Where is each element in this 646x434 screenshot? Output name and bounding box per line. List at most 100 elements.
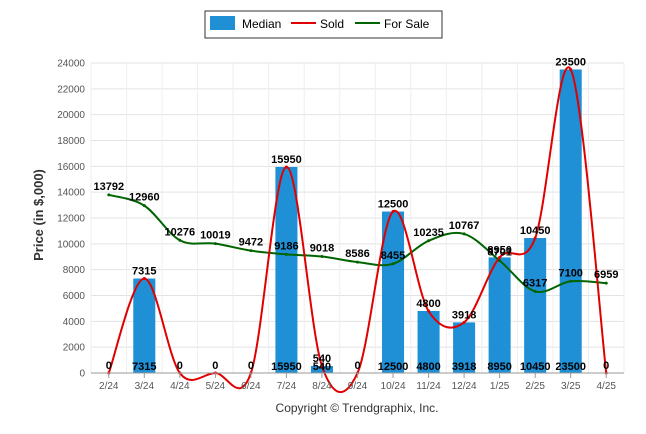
sold-data-label: 0 bbox=[106, 360, 112, 372]
x-tick-label: 2/24 bbox=[99, 381, 119, 392]
series-lines bbox=[107, 66, 608, 393]
for-sale-point bbox=[391, 262, 395, 266]
for-sale-point bbox=[213, 242, 217, 246]
legend-label-for-sale: For Sale bbox=[384, 17, 430, 31]
for-sale-point bbox=[356, 260, 359, 264]
y-tick-label: 10000 bbox=[57, 239, 85, 250]
sold-data-label: 0 bbox=[248, 360, 254, 372]
median-data-label: 23500 bbox=[555, 361, 586, 373]
for-sale-point bbox=[498, 259, 502, 263]
for-sale-data-label: 8455 bbox=[381, 250, 405, 262]
for-sale-data-label: 13792 bbox=[93, 181, 124, 193]
sold-data-label: 12500 bbox=[378, 199, 409, 211]
for-sale-point bbox=[249, 249, 253, 253]
for-sale-data-label: 9186 bbox=[274, 240, 298, 252]
legend-swatch-median bbox=[210, 16, 235, 30]
for-sale-point bbox=[178, 238, 182, 242]
for-sale-point bbox=[427, 239, 431, 243]
sold-data-label: 7315 bbox=[132, 266, 156, 278]
sold-point bbox=[533, 236, 537, 240]
x-tick-label: 8/24 bbox=[312, 381, 332, 392]
for-sale-data-label: 12960 bbox=[129, 192, 160, 204]
for-sale-point bbox=[320, 255, 324, 259]
data-labels: 7315 15950 540 12500 4800 3918 8950 10450 23500 0… bbox=[93, 56, 618, 373]
for-sale-data-label: 10276 bbox=[165, 226, 196, 238]
for-sale-point bbox=[533, 289, 537, 293]
for-sale-point bbox=[107, 193, 111, 197]
sold-point bbox=[391, 210, 395, 214]
for-sale-data-label: 9472 bbox=[239, 237, 263, 249]
y-tick-label: 4000 bbox=[63, 317, 86, 328]
median-bar bbox=[417, 311, 440, 373]
x-tick-label: 11/24 bbox=[416, 381, 441, 392]
y-tick-label: 24000 bbox=[57, 59, 85, 70]
for-sale-data-label: 10235 bbox=[413, 227, 444, 239]
y-axis-label: Price (in $,000) bbox=[31, 169, 46, 261]
sold-data-label: 0 bbox=[354, 360, 360, 372]
y-tick-label: 14000 bbox=[57, 188, 85, 199]
median-data-label: 8950 bbox=[487, 361, 511, 373]
for-sale-data-label: 6317 bbox=[523, 277, 547, 289]
x-tick-label: 3/24 bbox=[135, 381, 155, 392]
sold-data-label: 0 bbox=[212, 360, 218, 372]
sold-data-label: 540 bbox=[313, 353, 331, 365]
x-tick-label: 4/24 bbox=[170, 381, 190, 392]
x-tick-label: 2/25 bbox=[525, 381, 545, 392]
y-tick-label: 8000 bbox=[63, 265, 86, 276]
for-sale-point bbox=[569, 279, 573, 283]
grid-lines bbox=[90, 62, 625, 374]
copyright-text: Copyright © Trendgraphix, Inc. bbox=[276, 401, 439, 415]
legend-box bbox=[204, 10, 443, 39]
sold-data-label: 23500 bbox=[555, 56, 586, 68]
y-tick-label: 22000 bbox=[57, 84, 85, 95]
median-data-label: 4800 bbox=[416, 361, 440, 373]
median-bar bbox=[453, 322, 476, 373]
sold-point bbox=[462, 320, 466, 324]
sold-point bbox=[284, 165, 288, 169]
sold-data-label: 10450 bbox=[520, 225, 551, 237]
x-tick-label: 1/25 bbox=[490, 381, 510, 392]
median-bars bbox=[133, 69, 582, 373]
x-tick-label: 9/24 bbox=[348, 381, 368, 392]
median-bar bbox=[310, 366, 333, 373]
sold-point bbox=[498, 255, 502, 259]
for-sale-data-label: 10767 bbox=[449, 220, 480, 232]
sold-data-label: 8950 bbox=[487, 244, 511, 256]
median-data-label: 10450 bbox=[520, 361, 551, 373]
sold-data-label: 0 bbox=[603, 360, 609, 372]
for-sale-data-label: 7100 bbox=[558, 267, 582, 279]
axes: 0 2000 4000 6000 8000 10000 12000 14000 16000 180… bbox=[57, 59, 624, 392]
for-sale-data-label: 6959 bbox=[594, 269, 618, 281]
median-data-label: 12500 bbox=[378, 361, 409, 373]
for-sale-data-label: 9018 bbox=[310, 243, 334, 255]
for-sale-data-label: 10019 bbox=[200, 230, 231, 242]
for-sale-data-label: 8701 bbox=[487, 247, 511, 259]
for-sale-point bbox=[284, 252, 288, 256]
sold-point bbox=[142, 277, 146, 281]
median-bar bbox=[382, 211, 405, 373]
legend: Median Sold For Sale bbox=[204, 10, 443, 39]
sold-point bbox=[427, 309, 431, 313]
y-tick-label: 0 bbox=[79, 369, 85, 380]
median-bar bbox=[524, 238, 547, 373]
x-tick-label: 7/24 bbox=[277, 381, 297, 392]
y-tick-label: 6000 bbox=[63, 291, 86, 302]
sold-data-label: 4800 bbox=[416, 298, 440, 310]
y-tick-label: 2000 bbox=[63, 343, 86, 354]
y-tick-label: 16000 bbox=[57, 162, 85, 173]
median-bar bbox=[133, 278, 156, 373]
y-tick-label: 12000 bbox=[57, 214, 85, 225]
y-tick-label: 18000 bbox=[57, 136, 85, 147]
median-bar bbox=[559, 69, 582, 373]
sold-data-label: 15950 bbox=[271, 154, 302, 166]
median-data-label: 15950 bbox=[271, 361, 302, 373]
y-tick-label: 20000 bbox=[57, 110, 85, 121]
x-tick-label: 12/24 bbox=[452, 381, 477, 392]
x-tick-label: 3/25 bbox=[561, 381, 581, 392]
x-tick-label: 5/24 bbox=[206, 381, 226, 392]
median-data-label: 7315 bbox=[132, 361, 156, 373]
legend-label-median: Median bbox=[242, 17, 281, 31]
sold-line bbox=[107, 66, 608, 393]
